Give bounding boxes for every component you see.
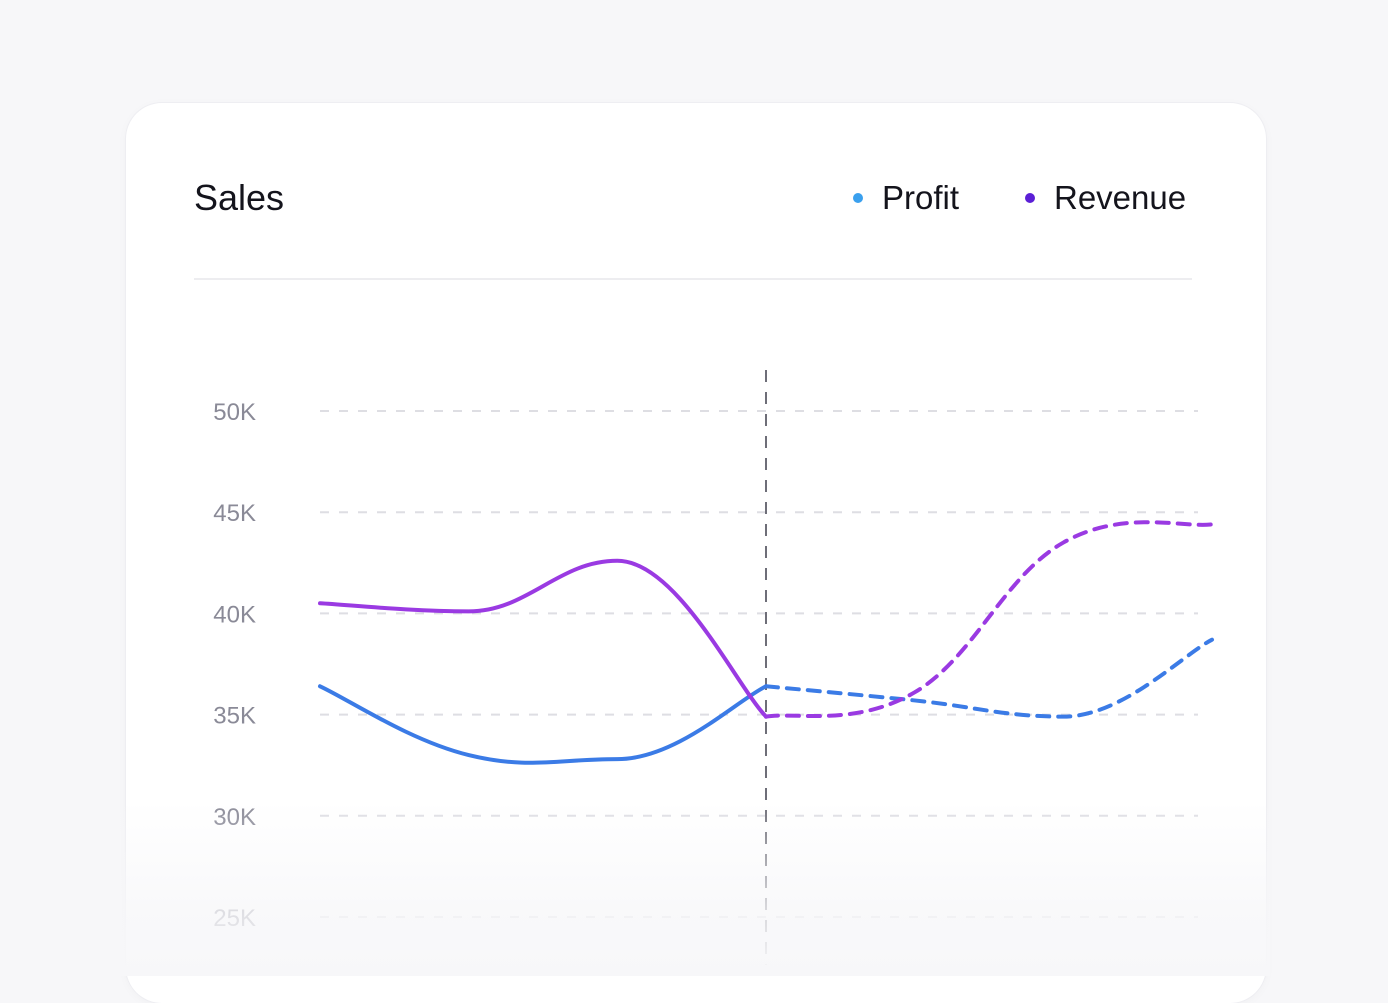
series-line-profit-actual (318, 684, 768, 765)
chart-title: Sales (194, 177, 285, 218)
legend-item-revenue[interactable]: Revenue (1025, 176, 1186, 220)
y-tick-label-50K: 50K (213, 399, 256, 426)
profit-dot-icon (853, 193, 863, 203)
legend-item-profit[interactable]: Profit (853, 176, 959, 220)
y-tick-label-45K: 45K (213, 500, 256, 527)
header-divider (194, 278, 1192, 280)
sales-line-chart: 50K 45K 40K 35K 30K 25K (213, 370, 1214, 965)
legend-label-profit: Profit (882, 179, 960, 216)
y-tick-label-35K: 35K (213, 703, 256, 730)
y-tick-label-25K: 25K (213, 905, 256, 932)
y-tick-label-40K: 40K (213, 601, 256, 628)
series-line-profit-forecast (764, 637, 1214, 719)
y-tick-label-30K: 30K (213, 804, 256, 831)
series-line-revenue-actual (318, 558, 768, 719)
series-line-revenue-forecast (764, 520, 1214, 719)
revenue-dot-icon (1025, 193, 1035, 203)
legend-label-revenue: Revenue (1054, 179, 1187, 216)
